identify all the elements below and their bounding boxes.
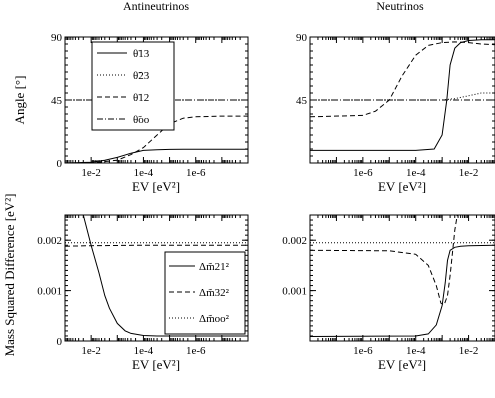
- series-line-solid: [310, 39, 495, 151]
- panel-mass-antineutrinos: 1e-2 1e-4 1e-6 0 0.001 0.002: [37, 214, 249, 357]
- x-tick-label: 1e-2: [459, 167, 479, 179]
- x-tick-label: 1e-4: [134, 167, 154, 179]
- legend-box: [91, 41, 175, 131]
- series-line-dashed: [310, 215, 458, 306]
- legend-angles: θ̃13 θ̃23 θ̃12 θ̃oo: [91, 41, 175, 131]
- legend-entry-theta12: θ̃12: [133, 92, 149, 104]
- series-line-solid: [65, 148, 248, 163]
- y-tick-label: 0: [57, 158, 63, 170]
- series-group: [65, 215, 248, 337]
- series-line-solid: [82, 215, 248, 337]
- x-tick-label: 1e-6: [186, 345, 206, 357]
- y-tick-label: 0: [57, 336, 63, 348]
- y-axis-label-mass: Mass Squared Difference [eV²]: [2, 194, 17, 357]
- panel-mass-neutrinos: 1e-6 1e-4 1e-2 0.001 0.002: [282, 214, 495, 357]
- chart-title-antineutrinos: Antineutrinos: [123, 0, 189, 13]
- x-axis-label-0: EV [eV²]: [132, 179, 180, 194]
- legend-entry-dm21: Δm̃21²: [199, 261, 230, 273]
- x-axis-label-2: EV [eV²]: [132, 357, 180, 372]
- x-axis-label-1: EV [eV²]: [378, 179, 426, 194]
- x-tick-label: 1e-4: [406, 167, 426, 179]
- x-tick-label: 1e-6: [186, 167, 206, 179]
- y-tick-label: 0.002: [282, 235, 307, 247]
- legend-entry-dmoo: Δm̃oo²: [199, 313, 230, 325]
- axes-frame: [64, 214, 249, 342]
- series-line-solid: [310, 244, 495, 337]
- legend-entry-dm32: Δm̃32²: [199, 287, 230, 299]
- legend-entry-theta13: θ̃13: [133, 48, 150, 60]
- y-tick-label: 0.002: [37, 235, 62, 247]
- legend-entry-thetaoo: θ̃oo: [133, 114, 150, 126]
- series-line-dotted: [310, 92, 495, 101]
- x-tick-label: 1e-2: [459, 345, 479, 357]
- x-axis-label-3: EV [eV²]: [378, 357, 426, 372]
- y-tick-label: 0.001: [282, 286, 307, 298]
- panel-angles-neutrinos: 1e-6 1e-4 1e-2 45 90: [296, 32, 495, 179]
- x-tick-label: 1e-4: [134, 345, 154, 357]
- x-tick-label: 1e-2: [81, 345, 101, 357]
- y-tick-label: 90: [51, 32, 63, 44]
- series-line-dashed: [310, 41, 495, 118]
- y-tick-label: 90: [296, 32, 308, 44]
- y-tick-label: 0.001: [37, 286, 62, 298]
- series-line-dashed: [65, 244, 248, 247]
- legend-entry-theta23: θ̃23: [133, 70, 150, 82]
- chart-title-neutrinos: Neutrinos: [376, 0, 424, 13]
- y-tick-label: 45: [296, 95, 308, 107]
- series-group: [310, 39, 495, 151]
- legend-mass: Δm̃21² Δm̃32² Δm̃oo²: [164, 251, 246, 335]
- x-tick-label: 1e-4: [406, 345, 426, 357]
- x-tick-label: 1e-6: [353, 345, 373, 357]
- y-axis-label-angle: Angle [°]: [12, 76, 27, 125]
- y-tick-label: 45: [51, 95, 63, 107]
- x-tick-label: 1e-6: [353, 167, 373, 179]
- axes-frame: [309, 214, 495, 342]
- series-group: [310, 215, 495, 337]
- panel-angles-antineutrinos: 1e-2 1e-4 1e-6 0 45 90: [51, 32, 249, 179]
- x-tick-label: 1e-2: [81, 167, 101, 179]
- series-line-dashed: [65, 115, 248, 163]
